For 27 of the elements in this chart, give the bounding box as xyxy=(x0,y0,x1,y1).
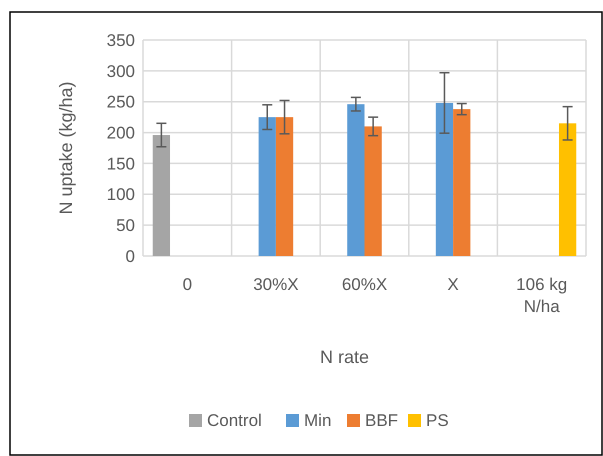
bar xyxy=(558,123,576,256)
y-tick-label: 50 xyxy=(116,216,135,236)
y-tick-label: 300 xyxy=(106,62,135,81)
bar xyxy=(453,109,470,256)
x-tick-label: X xyxy=(447,275,459,294)
x-tick-label: 0 xyxy=(182,275,192,294)
bar xyxy=(152,135,170,256)
x-tick-label: 106 kg N/ha xyxy=(516,275,568,316)
y-tick-label: 200 xyxy=(106,124,135,143)
legend-label: Min xyxy=(304,411,332,430)
y-tick-label: 0 xyxy=(126,246,135,266)
y-tick-label: 350 xyxy=(106,30,135,50)
bar xyxy=(364,126,382,256)
legend-label: PS xyxy=(426,411,449,430)
y-axis-title: N uptake (kg/ha) xyxy=(56,81,76,215)
y-tick-label: 150 xyxy=(106,154,135,174)
bar xyxy=(436,102,454,256)
bar xyxy=(258,117,276,256)
legend-label: Control xyxy=(207,411,262,430)
x-tick-label: 30%X xyxy=(253,275,299,294)
bar xyxy=(276,117,294,256)
x-tick-label: 60%X xyxy=(342,275,388,294)
bar xyxy=(347,104,364,256)
x-axis-title: N rate xyxy=(320,347,370,367)
y-tick-label: 100 xyxy=(106,185,135,204)
y-tick-label: 250 xyxy=(106,92,135,112)
legend-label: BBF xyxy=(365,411,398,430)
